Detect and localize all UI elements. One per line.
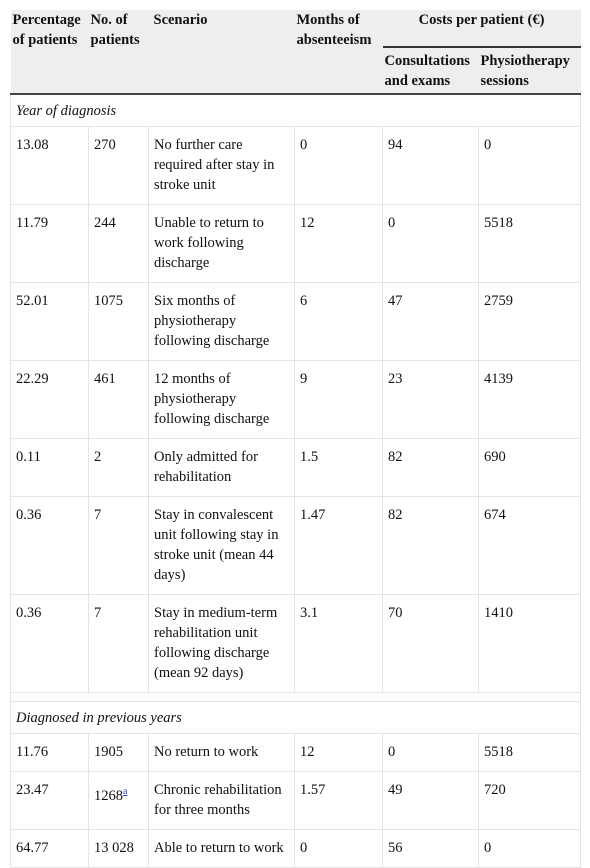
header-cell: Scenario (148, 10, 295, 95)
cell: 11.79 (10, 204, 89, 283)
cell: 7 (88, 496, 149, 595)
cell: 5518 (477, 204, 582, 283)
cell: 0.11 (10, 438, 89, 497)
data-row: 0.36 7 Stay in medium-term rehabilitation … (10, 594, 582, 693)
cell: 12 months of physiotherapy following dis… (148, 360, 295, 439)
cell: 94 (382, 126, 479, 205)
page: Percentage of patients No. of patients S… (9, 10, 582, 868)
header-cell: No. of patients (88, 10, 149, 95)
cell: 0 (382, 733, 479, 772)
cell-text: 1268 (94, 787, 123, 804)
cell: 7 (88, 594, 149, 693)
data-row: 13.08 270 No further care required after s… (10, 126, 582, 205)
data-row: 22.29 461 12 months of physiotherapy follo… (10, 360, 582, 439)
cell: 11.76 (10, 733, 89, 772)
section-row: Year of diagnosis (9, 93, 582, 127)
cell: No further care required after stay in s… (148, 126, 295, 205)
cell: 64.77 (10, 829, 89, 868)
cell: 0 (382, 204, 479, 283)
cell: 12 (294, 204, 383, 283)
cell: 690 (477, 438, 582, 497)
data-table: Percentage of patients No. of patients S… (9, 10, 582, 868)
cell: 461 (88, 360, 149, 439)
section-title: Year of diagnosis (9, 93, 582, 127)
spacer-row (9, 692, 582, 702)
data-row: 52.01 1075 Six months of physiotherapy fol… (10, 282, 582, 361)
cell: 1.57 (294, 771, 383, 830)
data-row: 11.79 244 Unable to return to work followi… (10, 204, 582, 283)
cell: 70 (382, 594, 479, 693)
data-row: 0.36 7 Stay in convalescent unit following… (10, 496, 582, 595)
header-cell: Percentage of patients (10, 10, 89, 95)
cell: 0.36 (10, 594, 89, 693)
cell: 82 (382, 496, 479, 595)
cell: 1905 (88, 733, 149, 772)
cell: Stay in convalescent unit following stay… (148, 496, 295, 595)
footnote-link[interactable]: a (123, 786, 128, 797)
cell: 1.5 (294, 438, 383, 497)
cell: 1.47 (294, 496, 383, 595)
cell: 49 (382, 771, 479, 830)
header-group: Costs per patient (€) (382, 10, 581, 47)
cell: 0 (294, 126, 383, 205)
data-row: 11.76 1905 No return to work 12 0 5518 (10, 733, 582, 772)
cell: 13.08 (10, 126, 89, 205)
cell: 47 (382, 282, 479, 361)
cell: 4139 (477, 360, 582, 439)
cell: 6 (294, 282, 383, 361)
cell: 5518 (477, 733, 582, 772)
cell: Only admitted for rehabilitation (148, 438, 295, 497)
cell: 720 (477, 771, 582, 830)
cell: 9 (294, 360, 383, 439)
cell: Six months of physiotherapy following di… (148, 282, 295, 361)
cell: 1075 (88, 282, 149, 361)
cell: 12 (294, 733, 383, 772)
cell: 244 (88, 204, 149, 283)
cell: Chronic rehabilitation for three months (148, 771, 295, 830)
header-cell: Months of absenteeism (294, 10, 383, 95)
cell: 23 (382, 360, 479, 439)
cell: No return to work (148, 733, 295, 772)
cell: 1410 (477, 594, 582, 693)
cell: 23.47 (10, 771, 89, 830)
section-title: Diagnosed in previous years (9, 701, 582, 734)
cell: 22.29 (10, 360, 89, 439)
header-cell: Consultations and exams (382, 46, 479, 95)
cell: 2 (88, 438, 149, 497)
cell: 52.01 (10, 282, 89, 361)
cell: 1268a (88, 771, 149, 830)
data-row: 0.11 2 Only admitted for rehabilitation 1.5… (10, 438, 582, 497)
cell: 0.36 (10, 496, 89, 595)
data-row: 64.77 13 028 Able to return to work 0 56 0 (10, 829, 582, 868)
footnote: a (123, 783, 127, 797)
spacer-cell (9, 692, 582, 702)
cell: 0 (477, 829, 582, 868)
cell: 2759 (477, 282, 582, 361)
cell: Unable to return to work following disch… (148, 204, 295, 283)
cell: Able to return to work (148, 829, 295, 868)
table-body: Year of diagnosis 13.08 270 No further care… (9, 93, 582, 868)
cell: 270 (88, 126, 149, 205)
cell: 674 (477, 496, 582, 595)
cell: 13 028 (88, 829, 149, 868)
section-row: Diagnosed in previous years (9, 701, 582, 734)
cell: 56 (382, 829, 479, 868)
cell: 0 (294, 829, 383, 868)
data-row: 23.47 1268a Chronic rehabilitation for thr… (10, 771, 582, 830)
cell: Stay in medium-term rehabilitation unit … (148, 594, 295, 693)
cell: 82 (382, 438, 479, 497)
header-cell: Physiotherapy sessions (478, 46, 581, 95)
cell: 3.1 (294, 594, 383, 693)
cell: 0 (477, 126, 582, 205)
